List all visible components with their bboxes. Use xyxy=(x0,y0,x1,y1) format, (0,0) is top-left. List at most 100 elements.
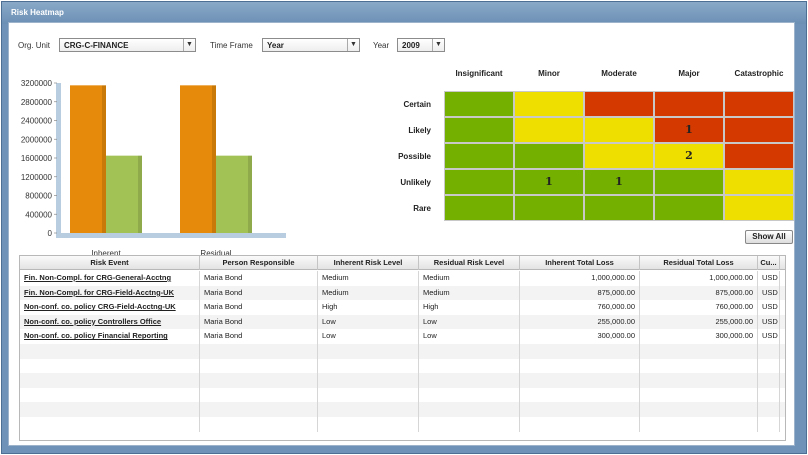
table-cell: 300,000.00 xyxy=(640,329,758,344)
bar-shade xyxy=(248,155,252,233)
time-frame-value: Year xyxy=(267,41,284,50)
heatmap-column-label: Insignificant xyxy=(455,69,503,78)
heatmap-cell[interactable] xyxy=(514,117,584,143)
table-cell xyxy=(640,402,758,417)
bar xyxy=(106,155,142,233)
column-header[interactable]: Risk Event xyxy=(20,256,200,270)
table-row[interactable]: Non-conf. co. policy Financial Reporting… xyxy=(20,329,785,344)
table-cell xyxy=(640,417,758,432)
risk-event-link[interactable]: Non-conf. co. policy CRG-Field-Acctng-UK xyxy=(20,300,200,315)
table-cell xyxy=(640,387,758,403)
show-all-button[interactable]: Show All xyxy=(745,230,793,244)
table-row xyxy=(20,373,785,388)
table-row[interactable]: Fin. Non-Compl. for CRG-General-Acctng Ma… xyxy=(20,271,785,286)
risk-heatmap: Insignificant Minor Moderate Major Catastrop… xyxy=(369,69,799,229)
heatmap-cell[interactable] xyxy=(444,91,514,117)
heatmap-cell[interactable] xyxy=(584,143,654,169)
y-tick-label: 800000 xyxy=(25,192,52,201)
table-row xyxy=(20,402,785,417)
table-row[interactable]: Fin. Non-Compl. for CRG-Field-Acctng-UK M… xyxy=(20,285,785,301)
table-row[interactable]: Non-conf. co. policy CRG-Field-Acctng-UK… xyxy=(20,300,785,315)
table-cell xyxy=(520,344,640,359)
heatmap-cell[interactable] xyxy=(444,143,514,169)
table-cell xyxy=(419,358,520,374)
table-cell xyxy=(318,387,419,403)
table-row[interactable]: Non-conf. co. policy Controllers Office M… xyxy=(20,314,785,330)
column-header[interactable]: Person Responsible xyxy=(200,256,318,270)
heatmap-cell[interactable]: 2 xyxy=(654,143,724,169)
heatmap-cell[interactable] xyxy=(724,195,794,221)
heatmap-cell[interactable] xyxy=(514,91,584,117)
table-cell: 760,000.00 xyxy=(640,300,758,315)
bar xyxy=(70,85,106,233)
heatmap-cell[interactable] xyxy=(654,195,724,221)
risk-event-link[interactable]: Non-conf. co. policy Controllers Office xyxy=(20,314,200,330)
table-cell xyxy=(640,373,758,388)
column-header[interactable]: Cu... xyxy=(758,256,780,270)
heatmap-cell[interactable] xyxy=(444,169,514,195)
table-cell xyxy=(419,373,520,388)
heatmap-cell[interactable] xyxy=(514,195,584,221)
y-tick-label: 2000000 xyxy=(21,135,53,144)
chevron-down-icon[interactable]: ▼ xyxy=(432,39,444,51)
heatmap-cell[interactable] xyxy=(514,143,584,169)
heatmap-cell[interactable]: 1 xyxy=(584,169,654,195)
loss-bar-chart: 3200000 2800000 2400000 2000000 1600000 12000… xyxy=(21,79,286,258)
column-header[interactable]: Residual Total Loss xyxy=(640,256,758,270)
bar-shade xyxy=(212,85,216,233)
y-tick-label: 3200000 xyxy=(21,79,53,88)
risk-event-link[interactable]: Non-conf. co. policy Financial Reporting xyxy=(20,329,200,344)
chevron-down-icon[interactable]: ▼ xyxy=(183,39,195,51)
heatmap-cell[interactable] xyxy=(654,91,724,117)
heatmap-cell[interactable] xyxy=(724,169,794,195)
table-cell: 875,000.00 xyxy=(640,285,758,301)
column-header[interactable]: Residual Risk Level xyxy=(419,256,520,270)
table-cell xyxy=(20,373,200,388)
table-cell: Low xyxy=(419,314,520,330)
table-cell: USD xyxy=(758,285,780,301)
heatmap-cell[interactable] xyxy=(654,169,724,195)
risk-event-link[interactable]: Fin. Non-Compl. for CRG-General-Acctng xyxy=(20,271,200,286)
table-cell: USD xyxy=(758,314,780,330)
table-cell xyxy=(200,402,318,417)
heatmap-cell[interactable] xyxy=(584,91,654,117)
heatmap-row-label: Rare xyxy=(413,204,431,213)
table-row xyxy=(20,358,785,374)
table-cell xyxy=(758,358,780,374)
heatmap-cell[interactable]: 1 xyxy=(514,169,584,195)
heatmap-cell[interactable] xyxy=(584,195,654,221)
column-header[interactable]: Inherent Total Loss xyxy=(520,256,640,270)
year-select[interactable]: 2009 ▼ xyxy=(397,38,445,52)
filter-bar: Org. Unit CRG-C-FINANCE ▼ Time Frame Yea… xyxy=(9,37,796,53)
heatmap-cell[interactable] xyxy=(444,195,514,221)
table-cell xyxy=(758,417,780,432)
table-cell xyxy=(200,373,318,388)
y-tick-label: 1200000 xyxy=(21,173,53,182)
bar-shade xyxy=(138,155,142,233)
heatmap-row-label: Certain xyxy=(403,100,431,109)
table-cell: USD xyxy=(758,329,780,344)
table-cell: Medium xyxy=(318,285,419,301)
heatmap-cell[interactable] xyxy=(724,91,794,117)
heatmap-cell[interactable]: 1 xyxy=(654,117,724,143)
bar xyxy=(180,85,216,233)
table-cell: High xyxy=(419,300,520,315)
table-cell: USD xyxy=(758,271,780,286)
heatmap-cell[interactable] xyxy=(724,143,794,169)
column-header[interactable]: Inherent Risk Level xyxy=(318,256,419,270)
heatmap-cell[interactable] xyxy=(444,117,514,143)
table-cell: 1,000,000.00 xyxy=(520,271,640,286)
time-frame-select[interactable]: Year ▼ xyxy=(262,38,360,52)
org-unit-select[interactable]: CRG-C-FINANCE ▼ xyxy=(59,38,196,52)
heatmap-cell[interactable] xyxy=(584,117,654,143)
table-cell: 875,000.00 xyxy=(520,285,640,301)
y-tick-label: 400000 xyxy=(25,210,52,219)
table-header: Risk Event Person Responsible Inherent Ris… xyxy=(20,256,785,270)
heatmap-cell[interactable] xyxy=(724,117,794,143)
x-tick-label: Residual xyxy=(200,249,231,258)
risk-event-link[interactable]: Fin. Non-Compl. for CRG-Field-Acctng-UK xyxy=(20,285,200,301)
chevron-down-icon[interactable]: ▼ xyxy=(347,39,359,51)
table-cell xyxy=(758,344,780,359)
y-axis-wall xyxy=(56,83,61,237)
table-cell: 255,000.00 xyxy=(640,314,758,330)
